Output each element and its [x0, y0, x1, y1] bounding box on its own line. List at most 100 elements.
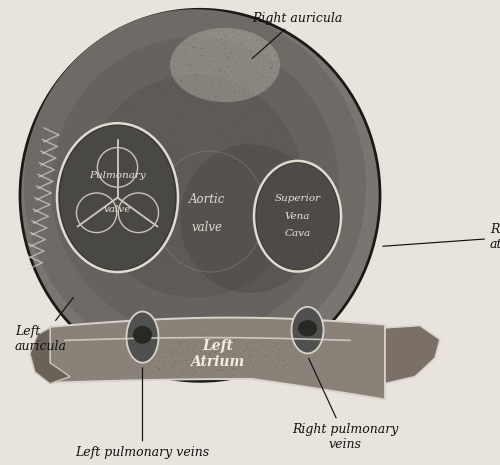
Point	[300, 350, 308, 357]
Point	[228, 366, 236, 374]
Point	[182, 352, 190, 359]
Point	[94, 265, 102, 272]
Point	[222, 290, 230, 298]
Point	[256, 69, 264, 77]
Point	[243, 173, 251, 180]
Point	[247, 307, 255, 314]
Point	[280, 345, 288, 353]
Point	[250, 287, 258, 294]
Point	[282, 255, 290, 263]
Point	[159, 221, 167, 229]
Point	[32, 137, 40, 145]
Point	[258, 361, 266, 369]
Point	[143, 341, 151, 349]
Point	[272, 143, 280, 150]
Point	[208, 59, 216, 66]
Point	[104, 187, 112, 195]
Point	[283, 88, 291, 95]
Point	[227, 357, 235, 365]
Point	[216, 99, 224, 106]
Point	[137, 360, 145, 368]
Point	[250, 362, 258, 369]
Ellipse shape	[57, 123, 178, 272]
Point	[257, 279, 265, 286]
Point	[202, 340, 209, 348]
Point	[287, 52, 295, 59]
Point	[290, 123, 298, 130]
Point	[145, 361, 153, 368]
Point	[184, 39, 192, 46]
Point	[262, 261, 270, 268]
Polygon shape	[30, 328, 70, 384]
Point	[180, 55, 188, 62]
Point	[197, 52, 205, 59]
Point	[292, 222, 300, 230]
Point	[274, 338, 282, 345]
Point	[214, 260, 222, 267]
Point	[178, 340, 186, 347]
Point	[191, 44, 199, 51]
Point	[248, 184, 256, 191]
Point	[176, 111, 184, 119]
Point	[97, 59, 105, 66]
Point	[142, 352, 150, 359]
Point	[241, 220, 249, 227]
Point	[188, 13, 196, 20]
Point	[282, 244, 290, 251]
Point	[346, 178, 354, 185]
Point	[276, 218, 284, 225]
Point	[114, 169, 122, 177]
Point	[291, 169, 299, 176]
Point	[310, 228, 318, 235]
Point	[272, 352, 280, 360]
Point	[213, 341, 221, 348]
Point	[238, 87, 246, 94]
Point	[224, 85, 232, 92]
Point	[204, 29, 212, 36]
Point	[289, 356, 297, 364]
Point	[346, 181, 354, 188]
Point	[306, 302, 314, 310]
Point	[71, 250, 79, 258]
Point	[256, 135, 264, 142]
Point	[138, 40, 146, 48]
Point	[242, 92, 250, 100]
Point	[276, 254, 284, 262]
Point	[258, 209, 266, 217]
Point	[230, 349, 237, 357]
Point	[215, 306, 223, 313]
Point	[232, 46, 239, 54]
Point	[251, 259, 259, 267]
Point	[305, 102, 313, 110]
Point	[154, 133, 162, 140]
Point	[276, 279, 284, 287]
Point	[243, 331, 251, 339]
Point	[322, 243, 330, 250]
Point	[168, 347, 176, 355]
Point	[268, 199, 276, 206]
Point	[190, 345, 198, 353]
Point	[100, 330, 108, 337]
Point	[127, 351, 135, 359]
Point	[294, 238, 302, 245]
Point	[116, 304, 124, 312]
Point	[208, 80, 216, 88]
Point	[215, 367, 223, 374]
Point	[228, 213, 235, 220]
Point	[128, 166, 136, 174]
Point	[319, 210, 327, 218]
Point	[226, 62, 234, 70]
Point	[159, 315, 167, 323]
Point	[173, 348, 181, 356]
Point	[188, 63, 196, 70]
Point	[202, 362, 210, 370]
Point	[228, 346, 235, 353]
Point	[350, 223, 358, 231]
Point	[284, 261, 292, 269]
Point	[123, 299, 131, 307]
Point	[244, 15, 252, 23]
Point	[160, 341, 168, 349]
Point	[217, 259, 225, 266]
Point	[116, 319, 124, 326]
Point	[338, 174, 346, 182]
